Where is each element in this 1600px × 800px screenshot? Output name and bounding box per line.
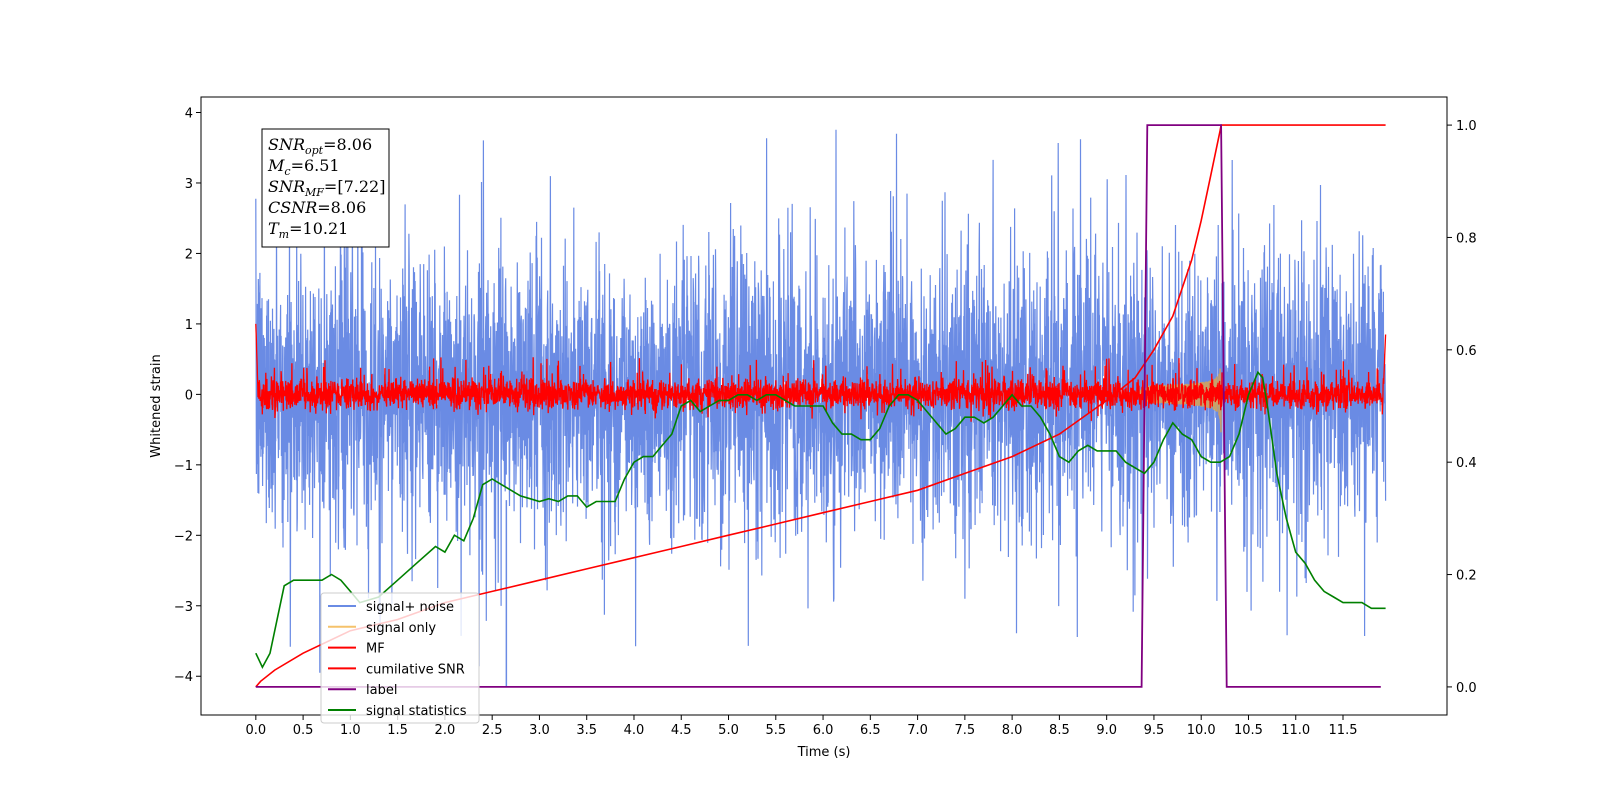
y-tick-label: −4 xyxy=(174,670,193,685)
y2-tick-label: 1.0 xyxy=(1456,119,1477,134)
y2-tick-label: 0.0 xyxy=(1456,681,1477,696)
series-label-line xyxy=(255,124,1381,688)
y2-tick-label: 0.8 xyxy=(1456,231,1477,246)
y-tick-label: −1 xyxy=(174,459,193,474)
x-tick-label: 4.0 xyxy=(624,723,645,738)
y-axis-label: Whitened strain xyxy=(149,354,164,457)
x-tick-label: 5.5 xyxy=(765,723,786,738)
legend-entry-label: label xyxy=(366,683,397,698)
y2-tick-label: 0.2 xyxy=(1456,569,1477,584)
y-tick-label: 3 xyxy=(185,177,193,192)
y-tick-label: 0 xyxy=(185,388,193,403)
y2-tick-label: 0.6 xyxy=(1456,344,1477,359)
x-tick-label: 9.0 xyxy=(1096,723,1117,738)
annotation-line: CSNR=8.06 xyxy=(268,198,366,217)
y-tick-label: −2 xyxy=(174,529,193,544)
legend-entry-label: MF xyxy=(366,642,385,657)
x-tick-label: 11.0 xyxy=(1281,723,1310,738)
y2-tick-label: 0.4 xyxy=(1456,456,1477,471)
x-tick-label: 11.5 xyxy=(1329,723,1358,738)
y-tick-label: 4 xyxy=(185,107,193,122)
x-tick-label: 3.5 xyxy=(576,723,597,738)
x-tick-label: 6.5 xyxy=(860,723,881,738)
x-tick-label: 2.5 xyxy=(482,723,503,738)
x-tick-label: 9.5 xyxy=(1144,723,1165,738)
plot-frame xyxy=(200,96,1448,716)
y-tick-label: 1 xyxy=(185,318,193,333)
annotation-line: SNRopt=8.06 xyxy=(268,135,372,157)
x-tick-label: 5.0 xyxy=(718,723,739,738)
y-axis-right: 1.0 0.8 0.6 0.4 0.2 0.0 xyxy=(1447,119,1477,696)
x-tick-label: 4.5 xyxy=(671,723,692,738)
legend-entry-label: signal+ noise xyxy=(366,600,454,615)
x-tick-label: 8.5 xyxy=(1049,723,1070,738)
annotation-line: Mc=6.51 xyxy=(267,156,340,178)
series-signal-statistics-line xyxy=(255,370,1386,669)
y-tick-label: −3 xyxy=(174,600,193,615)
x-tick-label: 10.5 xyxy=(1234,723,1263,738)
annotation-line: SNRMF=[7.22] xyxy=(268,177,385,199)
x-tick-label: 6.0 xyxy=(813,723,834,738)
x-tick-label: 0.5 xyxy=(293,723,314,738)
y-axis-left: 4 3 2 1 0 −1 −2 −3 −4 xyxy=(174,107,201,685)
legend-entry-label: signal statistics xyxy=(366,704,467,719)
x-tick-label: 1.5 xyxy=(387,723,408,738)
series-mf-line xyxy=(255,323,1387,422)
x-tick-label: 1.0 xyxy=(340,723,361,738)
x-tick-label: 2.0 xyxy=(435,723,456,738)
x-tick-label: 7.5 xyxy=(955,723,976,738)
legend-entry-label: signal only xyxy=(366,621,436,636)
x-tick-label: 0.0 xyxy=(245,723,266,738)
x-tick-label: 10.0 xyxy=(1187,723,1216,738)
x-axis: 0.0 0.5 1.0 1.5 2.0 2.5 3.0 3.5 4.0 4.5 5.0 5.5 6.0 6… xyxy=(245,715,1357,738)
x-tick-label: 7.0 xyxy=(907,723,928,738)
x-tick-label: 3.0 xyxy=(529,723,550,738)
legend: signal+ noise signal only MF cumilative SNR… xyxy=(320,592,480,724)
x-axis-label: Time (s) xyxy=(797,745,851,760)
annotation-line: Tm=10.21 xyxy=(268,219,348,241)
y-tick-label: 2 xyxy=(185,247,193,262)
x-tick-label: 8.0 xyxy=(1002,723,1023,738)
legend-entry-label: cumilative SNR xyxy=(366,662,465,677)
